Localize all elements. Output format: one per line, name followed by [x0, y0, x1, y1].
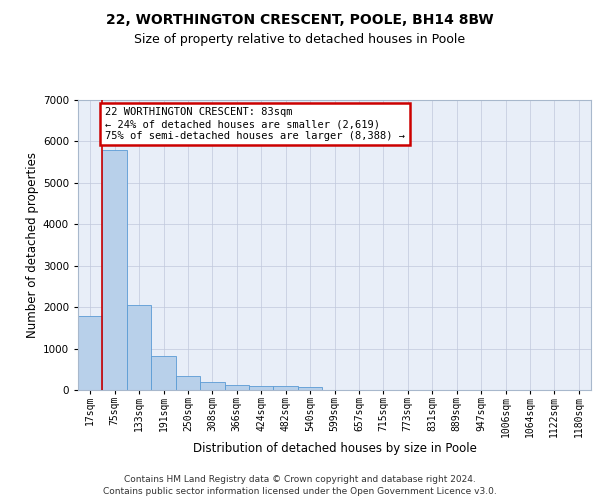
Bar	[78, 316, 103, 390]
Bar	[274, 386, 298, 390]
Text: Size of property relative to detached houses in Poole: Size of property relative to detached ho…	[134, 32, 466, 46]
Bar	[200, 382, 224, 390]
Y-axis label: Number of detached properties: Number of detached properties	[26, 152, 38, 338]
Text: 22, WORTHINGTON CRESCENT, POOLE, BH14 8BW: 22, WORTHINGTON CRESCENT, POOLE, BH14 8B…	[106, 12, 494, 26]
Bar	[151, 356, 176, 390]
Text: 22 WORTHINGTON CRESCENT: 83sqm
← 24% of detached houses are smaller (2,619)
75% : 22 WORTHINGTON CRESCENT: 83sqm ← 24% of …	[105, 108, 405, 140]
Bar	[127, 304, 151, 390]
Text: Contains HM Land Registry data © Crown copyright and database right 2024.: Contains HM Land Registry data © Crown c…	[124, 475, 476, 484]
Bar	[103, 150, 127, 390]
Bar	[298, 387, 322, 390]
Text: Contains public sector information licensed under the Open Government Licence v3: Contains public sector information licen…	[103, 487, 497, 496]
Bar	[224, 385, 249, 390]
X-axis label: Distribution of detached houses by size in Poole: Distribution of detached houses by size …	[193, 442, 476, 455]
Bar	[176, 376, 200, 390]
Bar	[249, 386, 274, 390]
